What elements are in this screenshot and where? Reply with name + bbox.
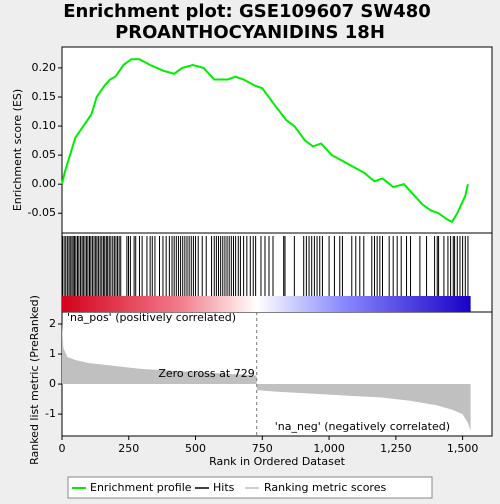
- legend-label: Hits: [213, 481, 235, 494]
- metric-area: [62, 324, 471, 431]
- chart-title: Enrichment plot: GSE109607 SW480: [63, 1, 431, 22]
- x-tick-label: 250: [118, 442, 139, 455]
- y2-tick-label: 1: [49, 347, 56, 360]
- annotation: 'na_pos' (positively correlated): [67, 311, 236, 324]
- y-tick-label: 0.15: [32, 90, 57, 103]
- x-tick-label: 1,250: [380, 442, 412, 455]
- chart-subtitle: PROANTHOCYANIDINS 18H: [115, 22, 385, 43]
- y2-tick-label: -1: [45, 407, 56, 420]
- x-tick-label: 1,000: [313, 442, 345, 455]
- es-line: [61, 58, 469, 224]
- legend-label: Ranking metric scores: [264, 481, 386, 494]
- y2-tick-label: 2: [49, 317, 56, 330]
- x-tick-label: 500: [185, 442, 206, 455]
- annotation: Zero cross at 729: [158, 367, 254, 380]
- y-tick-label: 0.00: [32, 177, 57, 190]
- color-bar: [62, 296, 471, 312]
- x-tick-label: 1,500: [447, 442, 479, 455]
- legend-label: Enrichment profile: [90, 481, 192, 494]
- x-tick-label: 750: [252, 442, 273, 455]
- es-panel: [61, 46, 493, 234]
- x-tick-label: 0: [59, 442, 66, 455]
- y-tick-label: 0.05: [32, 148, 57, 161]
- y2-axis-label: Ranked list metric (PreRanked): [28, 295, 41, 465]
- y-axis-label: Enrichment score (ES): [11, 89, 24, 211]
- y2-tick-label: 0: [49, 377, 56, 390]
- y-tick-label: 0.20: [32, 61, 57, 74]
- y-tick-label: -0.05: [28, 206, 56, 219]
- x-axis-label: Rank in Ordered Dataset: [209, 455, 346, 468]
- annotation: 'na_neg' (negatively correlated): [275, 420, 450, 433]
- y-tick-label: 0.10: [32, 119, 57, 132]
